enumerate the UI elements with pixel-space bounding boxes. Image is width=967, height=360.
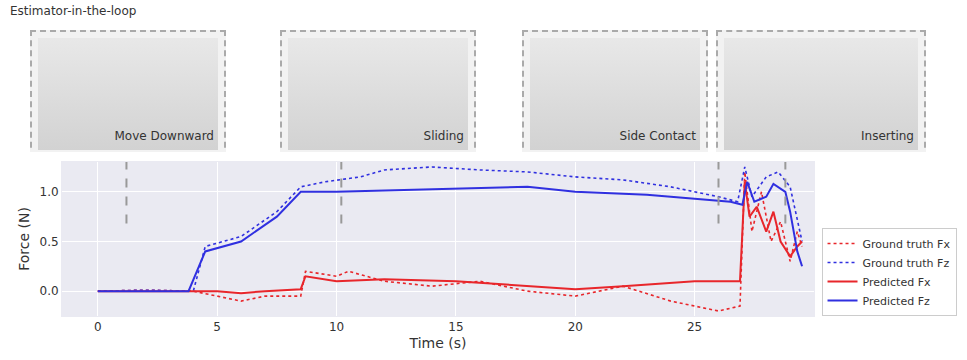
svg-text:15: 15: [448, 320, 463, 334]
svg-text:1.0: 1.0: [40, 185, 59, 199]
svg-text:Predicted Fz: Predicted Fz: [863, 295, 930, 308]
svg-text:Predicted Fx: Predicted Fx: [863, 276, 931, 289]
svg-text:Time (s): Time (s): [409, 335, 467, 351]
svg-text:5: 5: [213, 320, 221, 334]
svg-text:Ground truth Fz: Ground truth Fz: [863, 257, 950, 270]
svg-text:0.5: 0.5: [40, 235, 59, 249]
svg-text:0: 0: [94, 320, 102, 334]
html-text:Estimator-in-the-loop: Estimator-in-the-loop: [10, 4, 137, 18]
html-text:Sliding: Sliding: [423, 129, 464, 143]
svg-text:Ground truth Fx: Ground truth Fx: [863, 238, 951, 251]
html-text:Side Contact: Side Contact: [619, 129, 696, 143]
html-text:Move Downward: Move Downward: [114, 129, 214, 143]
svg-text:0.0: 0.0: [40, 284, 59, 298]
svg-text:Force (N): Force (N): [16, 207, 32, 271]
html-text:Inserting: Inserting: [861, 129, 914, 143]
svg-text:20: 20: [568, 320, 583, 334]
svg-text:25: 25: [687, 320, 702, 334]
svg-text:10: 10: [329, 320, 344, 334]
